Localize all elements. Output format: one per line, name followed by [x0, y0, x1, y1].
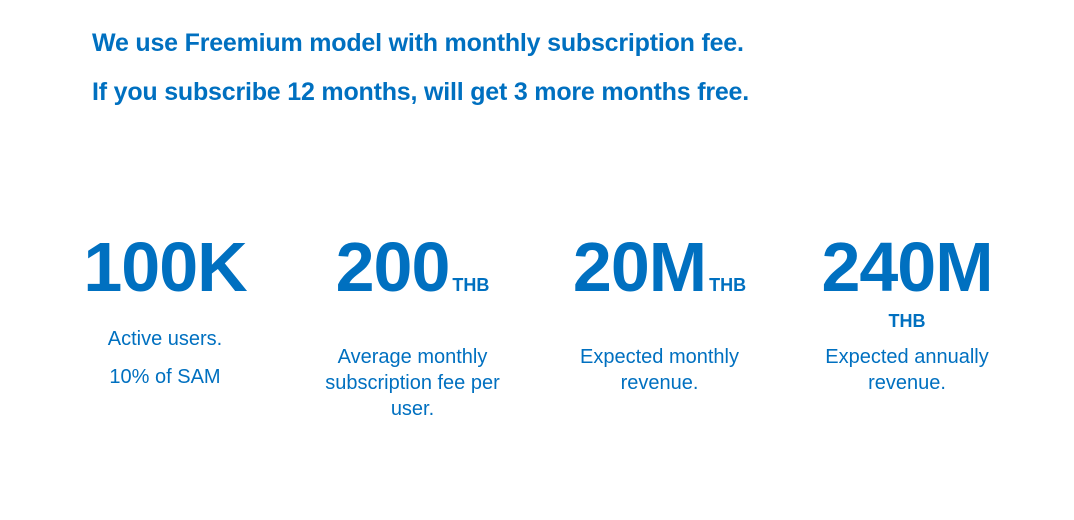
stat-value: 20M THB [552, 228, 767, 324]
stat-active-users: 100K Active users. 10% of SAM [65, 228, 265, 390]
stat-number: 240M [821, 228, 993, 306]
stat-description: Active users. [107, 328, 223, 350]
stat-number: 200 [335, 228, 451, 306]
stat-description: Expected annually revenue. [825, 346, 989, 394]
stat-unit: THB [452, 275, 490, 295]
stat-annual-revenue: 240M THB Expected annually revenue. [802, 228, 1012, 396]
stat-unit: THB [709, 275, 747, 295]
stat-number: 20M [572, 228, 707, 306]
stat-number: 100K [83, 228, 247, 306]
headline-line-2: If you subscribe 12 months, will get 3 m… [92, 78, 750, 106]
stat-monthly-fee: 200 THB Average monthly subscription fee … [305, 228, 520, 422]
headline-line-1: We use Freemium model with monthly subsc… [92, 29, 744, 57]
stat-note: 10% of SAM [109, 366, 221, 388]
stat-description: Average monthly subscription fee per use… [325, 346, 500, 420]
stat-value: 240M [802, 228, 1012, 306]
stat-value: 200 THB [305, 228, 520, 324]
stat-unit: THB [888, 311, 926, 331]
stat-monthly-revenue: 20M THB Expected monthly revenue. [552, 228, 767, 396]
stat-description: Expected monthly revenue. [580, 346, 739, 394]
stat-value: 100K [65, 228, 265, 306]
